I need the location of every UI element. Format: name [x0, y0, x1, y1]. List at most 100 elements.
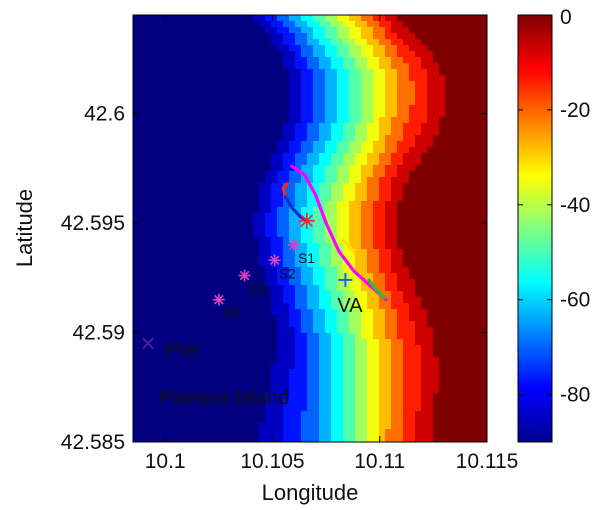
depth-cell [385, 21, 392, 28]
depth-cell [169, 261, 176, 268]
depth-cell [277, 129, 284, 136]
depth-cell [187, 297, 194, 304]
depth-cell [397, 417, 404, 424]
depth-cell [361, 435, 368, 442]
depth-cell [259, 75, 266, 82]
depth-cell [433, 75, 440, 82]
depth-cell [169, 339, 176, 346]
depth-cell [163, 375, 170, 382]
depth-cell [217, 99, 224, 106]
depth-cell [409, 357, 416, 364]
depth-cell [385, 45, 392, 52]
depth-cell [319, 357, 326, 364]
depth-cell [439, 87, 446, 94]
depth-cell [253, 57, 260, 64]
depth-cell [145, 231, 152, 238]
depth-cell [361, 423, 368, 430]
depth-cell [175, 297, 182, 304]
depth-cell [235, 231, 242, 238]
depth-cell [379, 369, 386, 376]
depth-cell [433, 375, 440, 382]
depth-cell [325, 111, 332, 118]
depth-cell [469, 225, 476, 232]
depth-cell [373, 435, 380, 442]
depth-cell [391, 177, 398, 184]
depth-cell [385, 267, 392, 274]
depth-cell [421, 303, 428, 310]
depth-cell [283, 315, 290, 322]
depth-cell [343, 261, 350, 268]
depth-cell [439, 417, 446, 424]
depth-cell [355, 261, 362, 268]
depth-cell [139, 15, 146, 22]
depth-cell [403, 69, 410, 76]
depth-cell [277, 117, 284, 124]
depth-cell [457, 147, 464, 154]
depth-cell [379, 207, 386, 214]
depth-cell [283, 99, 290, 106]
depth-cell [457, 315, 464, 322]
depth-cell [397, 129, 404, 136]
depth-cell [271, 417, 278, 424]
depth-cell [445, 261, 452, 268]
depth-cell [469, 147, 476, 154]
depth-cell [283, 279, 290, 286]
depth-cell [265, 393, 272, 400]
depth-cell [139, 81, 146, 88]
depth-cell [391, 105, 398, 112]
depth-cell [289, 381, 296, 388]
depth-cell [337, 429, 344, 436]
depth-cell [133, 303, 140, 310]
depth-cell [169, 39, 176, 46]
depth-cell [205, 63, 212, 70]
depth-cell [355, 411, 362, 418]
depth-cell [181, 45, 188, 52]
depth-cell [151, 375, 158, 382]
depth-cell [133, 399, 140, 406]
depth-cell [415, 63, 422, 70]
depth-cell [259, 141, 266, 148]
depth-cell [427, 405, 434, 412]
depth-cell [397, 399, 404, 406]
depth-cell [193, 177, 200, 184]
depth-cell [301, 81, 308, 88]
depth-cell [301, 285, 308, 292]
depth-cell [475, 375, 482, 382]
depth-cell [133, 219, 140, 226]
depth-cell [187, 387, 194, 394]
depth-cell [349, 105, 356, 112]
depth-cell [145, 237, 152, 244]
depth-cell [247, 297, 254, 304]
depth-cell [151, 135, 158, 142]
depth-cell [223, 135, 230, 142]
depth-cell [319, 387, 326, 394]
depth-cell [349, 189, 356, 196]
depth-cell [235, 249, 242, 256]
depth-cell [217, 33, 224, 40]
depth-cell [247, 21, 254, 28]
depth-cell [151, 171, 158, 178]
depth-cell [469, 255, 476, 262]
depth-cell [319, 189, 326, 196]
depth-cell [379, 225, 386, 232]
depth-cell [145, 405, 152, 412]
depth-cell [241, 255, 248, 262]
depth-cell [415, 33, 422, 40]
depth-cell [151, 27, 158, 34]
depth-cell [145, 291, 152, 298]
depth-cell [199, 129, 206, 136]
depth-cell [313, 45, 320, 52]
depth-cell [451, 189, 458, 196]
depth-cell [277, 255, 284, 262]
depth-cell [199, 243, 206, 250]
depth-cell [247, 231, 254, 238]
depth-cell [289, 255, 296, 262]
depth-cell [451, 63, 458, 70]
depth-cell [331, 429, 338, 436]
depth-cell [433, 423, 440, 430]
depth-cell [439, 423, 446, 430]
depth-cell [199, 81, 206, 88]
depth-cell [367, 225, 374, 232]
depth-cell [415, 339, 422, 346]
depth-cell [319, 159, 326, 166]
